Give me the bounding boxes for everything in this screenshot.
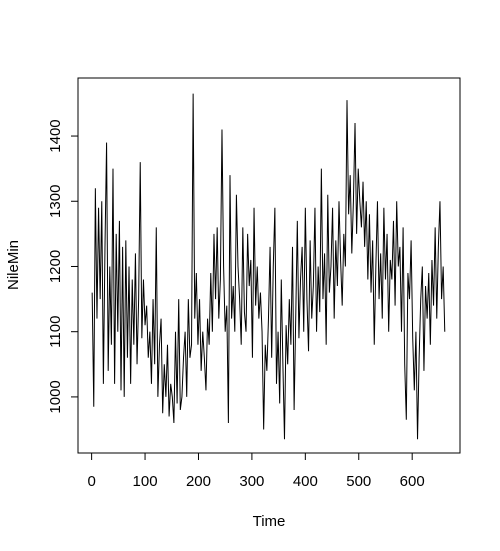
x-tick-label: 100 <box>133 473 158 490</box>
x-tick-label: 200 <box>186 473 211 490</box>
x-tick-label: 0 <box>87 473 95 490</box>
y-axis-label: NileMin <box>5 240 22 290</box>
x-axis-label: Time <box>253 513 286 530</box>
x-tick-label: 500 <box>346 473 371 490</box>
x-tick-label: 400 <box>293 473 318 490</box>
y-tick-label: 1400 <box>47 119 64 152</box>
x-tick-label: 600 <box>400 473 425 490</box>
x-tick-label: 300 <box>239 473 264 490</box>
y-tick-label: 1300 <box>47 185 64 218</box>
y-tick-label: 1100 <box>47 316 64 348</box>
series-line <box>91 93 446 440</box>
y-tick-label: 1000 <box>47 380 64 413</box>
y-tick-label: 1200 <box>47 250 64 283</box>
